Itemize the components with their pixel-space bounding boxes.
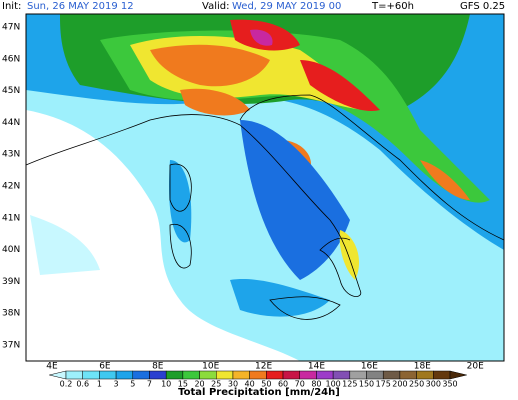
colorbar-label: 125: [342, 380, 357, 389]
colorbar-label: 0.6: [76, 380, 89, 389]
colorbar-label: 7: [147, 380, 152, 389]
colorbar-label: 350: [442, 380, 457, 389]
precip-field: [26, 14, 504, 361]
colorbar-label: 1: [97, 380, 102, 389]
colorbar-box: [115, 370, 134, 380]
colorbar-box: [282, 370, 300, 380]
colorbar-label: 20: [194, 380, 204, 389]
colorbar-label: 150: [359, 380, 374, 389]
colorbar-title: Total Precipitation [mm/24h]: [178, 387, 340, 398]
colorbar-label: 25: [211, 380, 221, 389]
lon-label: 4E: [46, 362, 58, 372]
colorbar-box: [399, 370, 417, 380]
colorbar-label: 80: [311, 380, 321, 389]
lat-label: 43N: [2, 150, 20, 160]
lon-label: 20E: [467, 362, 484, 372]
lat-label: 37N: [2, 341, 20, 351]
colorbar-box: [182, 370, 200, 380]
lat-label: 40N: [2, 245, 20, 255]
lon-label: 8E: [152, 362, 164, 372]
colorbar-box: [82, 370, 100, 380]
colorbar-label: 3: [114, 380, 119, 389]
colorbar-label: 0.2: [60, 380, 73, 389]
colorbar-box: [216, 370, 234, 380]
colorbar-box: [249, 370, 267, 380]
colorbar-box: [433, 370, 451, 380]
lat-label: 41N: [2, 213, 20, 223]
colorbar-label: 60: [278, 380, 288, 389]
lat-label: 38N: [2, 309, 20, 319]
lon-label: 6E: [99, 362, 111, 372]
colorbar-box: [149, 370, 167, 380]
colorbar-box: [382, 370, 401, 380]
lat-label: 47N: [2, 23, 20, 33]
colorbar-label: 15: [178, 380, 188, 389]
colorbar-box: [299, 370, 317, 380]
colorbar-box: [199, 370, 217, 380]
colorbar-label: 100: [325, 380, 340, 389]
lon-label: 10E: [202, 362, 219, 372]
valid-value: Wed, 29 MAY 2019 00: [232, 1, 341, 12]
model-name: GFS 0.25: [460, 1, 505, 12]
colorbar-box: [99, 370, 117, 380]
colorbar-box: [65, 370, 83, 380]
valid-label: Valid:: [202, 1, 229, 12]
init-label: Init:: [2, 1, 21, 12]
lat-label: 44N: [2, 118, 20, 128]
lon-label: 16E: [361, 362, 378, 372]
colorbar-label: 250: [409, 380, 424, 389]
colorbar-end: [449, 370, 467, 380]
lon-label: 14E: [308, 362, 325, 372]
colorbar-label: 30: [228, 380, 238, 389]
lat-label: 45N: [2, 86, 20, 96]
colorbar-label: 10: [161, 380, 171, 389]
colorbar-label: 70: [295, 380, 305, 389]
colorbar-label: 40: [245, 380, 255, 389]
colorbar-box: [332, 370, 351, 380]
colorbar-box: [416, 370, 434, 380]
colorbar-label: 175: [376, 380, 391, 389]
colorbar-box: [266, 370, 284, 380]
colorbar-box: [316, 370, 334, 380]
lon-label: 12E: [255, 362, 272, 372]
init-value: Sun, 26 MAY 2019 12: [27, 1, 134, 12]
colorbar-box: [232, 370, 250, 380]
colorbar-label: 50: [261, 380, 271, 389]
lat-label: 39N: [2, 277, 20, 287]
colorbar-box: [165, 370, 184, 380]
lat-label: 46N: [2, 54, 20, 64]
lon-label: 18E: [414, 362, 431, 372]
coastline: [25, 94, 505, 320]
colorbar-box: [349, 370, 367, 380]
lead-time: T=+60h: [371, 1, 414, 12]
lat-label: 42N: [2, 182, 20, 192]
colorbar-label: 200: [392, 380, 407, 389]
colorbar-box: [366, 370, 384, 380]
colorbar-label: 300: [426, 380, 441, 389]
colorbar-label: 5: [130, 380, 135, 389]
colorbar-box: [132, 370, 150, 380]
map-frame: [25, 13, 505, 362]
